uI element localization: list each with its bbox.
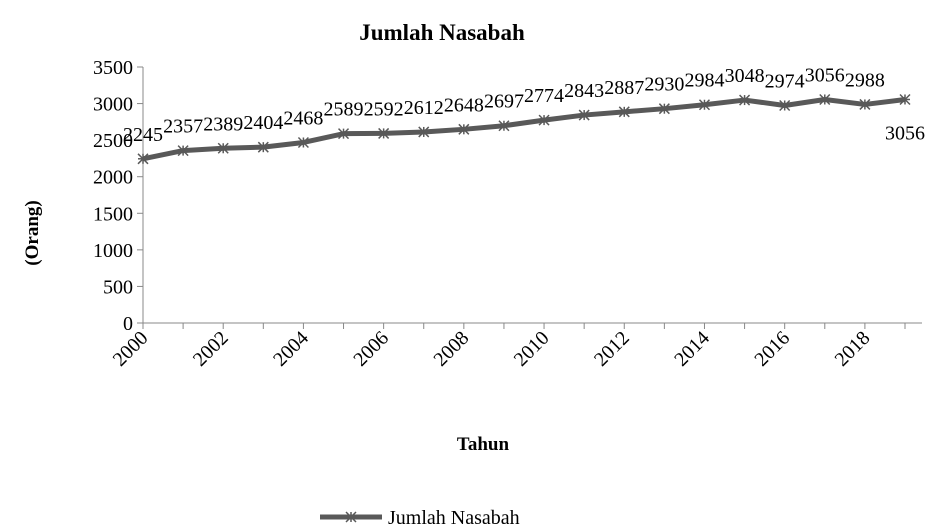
y-tick-label: 3500 bbox=[93, 57, 133, 79]
data-label: 3056 bbox=[885, 122, 925, 144]
marker-stroke bbox=[658, 103, 670, 115]
data-label: 2648 bbox=[444, 94, 484, 116]
point-marker bbox=[458, 123, 470, 135]
marker-stroke bbox=[578, 109, 590, 121]
point-marker bbox=[337, 128, 350, 140]
data-label: 2988 bbox=[845, 69, 885, 91]
point-marker bbox=[578, 109, 590, 121]
point-marker bbox=[698, 99, 711, 111]
point-marker bbox=[618, 106, 630, 118]
point-marker bbox=[217, 142, 229, 154]
point-marker bbox=[739, 94, 751, 106]
data-label: 2389 bbox=[203, 113, 243, 135]
x-tick-label: 2014 bbox=[670, 327, 714, 371]
y-tick-label: 3000 bbox=[93, 94, 133, 116]
x-tick-label: 2018 bbox=[831, 327, 875, 371]
point-marker bbox=[378, 127, 390, 139]
point-marker bbox=[297, 136, 309, 149]
data-label: 2245 bbox=[123, 124, 163, 146]
x-tick-label: 2002 bbox=[189, 327, 233, 371]
point-marker bbox=[859, 98, 871, 110]
marker-stroke bbox=[337, 128, 350, 140]
data-label: 2697 bbox=[484, 91, 524, 113]
data-label: 2612 bbox=[404, 97, 444, 119]
marker-stroke bbox=[137, 153, 149, 165]
x-tick-label: 2016 bbox=[750, 327, 794, 371]
marker-stroke bbox=[418, 126, 430, 138]
y-tick-label: 2500 bbox=[93, 130, 133, 152]
point-marker bbox=[819, 93, 831, 106]
x-axis-title: Tahun bbox=[457, 434, 510, 455]
marker-stroke bbox=[257, 141, 269, 153]
y-tick-label: 1500 bbox=[93, 203, 133, 225]
marker-stroke bbox=[345, 511, 357, 523]
x-tick-label: 2010 bbox=[510, 327, 554, 371]
data-label: 2887 bbox=[604, 77, 644, 99]
series-line bbox=[142, 96, 906, 162]
data-label: 2404 bbox=[243, 112, 283, 134]
marker-stroke bbox=[698, 99, 711, 111]
data-label: 2974 bbox=[765, 70, 805, 92]
point-marker bbox=[137, 153, 149, 165]
x-tick-label: 2006 bbox=[349, 327, 393, 371]
y-tick-label: 0 bbox=[123, 313, 133, 335]
marker-stroke bbox=[217, 142, 229, 154]
marker-stroke bbox=[618, 106, 630, 118]
marker-stroke bbox=[458, 123, 470, 135]
marker-stroke bbox=[177, 145, 189, 157]
marker-stroke bbox=[378, 127, 390, 139]
point-marker bbox=[899, 93, 911, 106]
data-label: 2984 bbox=[684, 70, 724, 92]
point-marker bbox=[498, 120, 510, 132]
legend-label: Jumlah Nasabah bbox=[388, 507, 520, 529]
marker-stroke bbox=[297, 136, 309, 149]
point-marker bbox=[658, 103, 670, 115]
point-marker bbox=[177, 145, 189, 157]
point-marker bbox=[418, 126, 430, 138]
marker-stroke bbox=[859, 98, 871, 110]
marker-stroke bbox=[779, 99, 791, 112]
y-axis-title: (Orang) bbox=[22, 200, 43, 265]
data-label: 2843 bbox=[564, 80, 604, 102]
data-label: 2774 bbox=[524, 85, 564, 107]
data-label: 3048 bbox=[725, 65, 765, 87]
x-tick-label: 2004 bbox=[269, 327, 313, 371]
data-label: 2468 bbox=[283, 107, 323, 129]
legend-marker bbox=[345, 511, 357, 523]
marker-stroke bbox=[899, 93, 911, 106]
data-label: 2930 bbox=[644, 74, 684, 96]
data-label: 2589 bbox=[324, 99, 364, 121]
marker-stroke bbox=[538, 114, 550, 126]
point-marker bbox=[538, 114, 550, 126]
y-tick-label: 2000 bbox=[93, 167, 133, 189]
point-marker bbox=[257, 141, 269, 153]
x-tick-label: 2000 bbox=[109, 327, 153, 371]
marker-stroke bbox=[739, 94, 751, 106]
data-label: 2357 bbox=[163, 116, 203, 138]
y-tick-label: 500 bbox=[103, 276, 133, 298]
marker-stroke bbox=[498, 120, 510, 132]
marker-stroke bbox=[819, 93, 831, 106]
x-tick-label: 2012 bbox=[590, 327, 634, 371]
data-label: 3056 bbox=[805, 64, 845, 86]
y-tick-label: 1000 bbox=[93, 240, 133, 262]
data-label: 2592 bbox=[364, 98, 404, 120]
point-marker bbox=[779, 99, 791, 112]
x-tick-label: 2008 bbox=[430, 327, 474, 371]
chart-title: Jumlah Nasabah bbox=[359, 20, 525, 45]
